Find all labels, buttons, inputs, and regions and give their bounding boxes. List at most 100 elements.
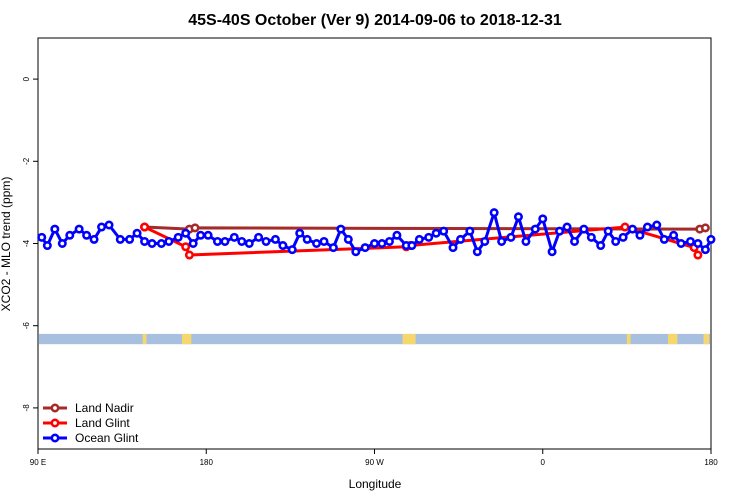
data-point <box>530 224 540 234</box>
data-point <box>302 234 312 244</box>
data-point <box>700 245 710 255</box>
x-axis: 90 E 180 90 W 0 180 <box>30 449 718 467</box>
data-point <box>513 212 523 222</box>
y-tick-label: -8 <box>22 404 31 412</box>
data-point <box>635 230 645 240</box>
data-point <box>480 236 490 246</box>
data-point <box>407 241 417 251</box>
data-point <box>521 236 531 246</box>
data-point <box>140 222 150 232</box>
land-segment <box>703 333 710 345</box>
data-point <box>319 236 329 246</box>
data-point <box>700 223 710 233</box>
data-point <box>147 239 157 249</box>
x-tick-label: 0 <box>541 458 546 467</box>
legend-marker <box>50 403 60 413</box>
data-point <box>336 224 346 234</box>
data-point <box>212 236 222 246</box>
data-point <box>188 239 198 249</box>
data-point <box>125 234 135 244</box>
data-point <box>254 232 264 242</box>
data-point <box>328 243 338 253</box>
data-point <box>489 208 499 218</box>
data-point <box>538 214 548 224</box>
y-tick-label: -4 <box>22 239 31 247</box>
data-point <box>261 236 271 246</box>
data-point <box>156 239 166 249</box>
data-point <box>472 247 482 257</box>
data-point <box>506 232 516 242</box>
data-point <box>424 232 434 242</box>
data-point <box>676 239 686 249</box>
legend-item: Ocean Glint <box>43 431 139 445</box>
series-layer <box>37 208 716 260</box>
land-segment <box>402 333 416 345</box>
ocean-band <box>39 333 710 345</box>
legend-marker <box>50 418 60 428</box>
data-point <box>237 236 247 246</box>
legend-label: Land Glint <box>75 416 130 430</box>
land-segment <box>668 333 678 345</box>
data-point <box>295 228 305 238</box>
land-ocean-strip <box>39 333 710 345</box>
legend-marker <box>50 433 60 443</box>
data-point <box>618 232 628 242</box>
data-point <box>377 239 387 249</box>
data-point <box>50 224 60 234</box>
data-point <box>220 236 230 246</box>
data-point <box>229 232 239 242</box>
data-point <box>37 232 47 242</box>
x-tick-label: 90 E <box>30 458 46 467</box>
data-point <box>196 230 206 240</box>
data-point <box>343 234 353 244</box>
land-segment <box>181 333 192 345</box>
data-point <box>555 226 565 236</box>
data-point <box>693 250 703 260</box>
data-point <box>659 234 669 244</box>
data-point <box>278 241 288 251</box>
data-point <box>181 242 191 252</box>
data-point <box>414 234 424 244</box>
data-point <box>669 230 679 240</box>
chart-title: 45S-40S October (Ver 9) 2014-09-06 to 20… <box>188 12 562 29</box>
data-point <box>570 236 580 246</box>
data-point <box>360 243 370 253</box>
data-point <box>270 234 280 244</box>
data-point <box>115 234 125 244</box>
data-point <box>244 239 254 249</box>
y-tick-label: -2 <box>22 157 31 165</box>
x-tick-label: 180 <box>704 458 718 467</box>
data-point <box>181 228 191 238</box>
data-point <box>497 236 507 246</box>
data-point <box>439 226 449 236</box>
data-point <box>642 222 652 232</box>
land-segment <box>626 333 631 345</box>
data-point <box>65 230 75 240</box>
data-point <box>620 222 630 232</box>
data-point <box>706 234 716 244</box>
series-ocean-glint <box>37 208 716 257</box>
legend-item: Land Glint <box>43 416 130 430</box>
data-point <box>596 241 606 251</box>
x-tick-label: 90 W <box>365 458 384 467</box>
data-point <box>164 236 174 246</box>
data-point <box>173 232 183 242</box>
data-point <box>455 234 465 244</box>
data-point <box>184 250 194 260</box>
data-point <box>448 243 458 253</box>
data-point <box>97 222 107 232</box>
data-point <box>104 220 114 230</box>
data-point <box>89 234 99 244</box>
y-tick-label: -6 <box>22 322 31 330</box>
legend-label: Ocean Glint <box>75 431 139 445</box>
data-point <box>312 239 322 249</box>
data-point <box>392 230 402 240</box>
data-point <box>579 224 589 234</box>
data-point <box>562 222 572 232</box>
data-point <box>190 223 200 233</box>
x-tick-label: 180 <box>200 458 214 467</box>
legend-label: Land Nadir <box>75 401 134 415</box>
data-point <box>140 236 150 246</box>
